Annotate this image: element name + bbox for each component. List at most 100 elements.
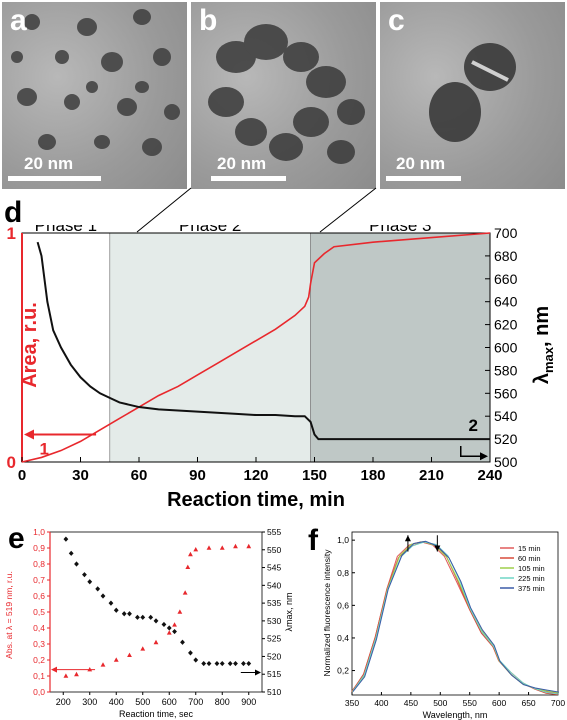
- lambda-point: [233, 660, 238, 667]
- chart-f: 350 400 450 500 550 600 650 700 Wavelength, nm 0,…: [322, 531, 565, 720]
- y-left-tick-label: 1: [7, 225, 16, 243]
- y-right-tick-label: 620: [494, 317, 518, 333]
- lambda-arrow-head: [255, 669, 261, 676]
- x-tick-label: 450: [404, 698, 418, 708]
- x-tick-label: 500: [433, 698, 447, 708]
- lambda-point: [180, 639, 185, 645]
- x-tick-label: 90: [189, 467, 206, 484]
- abs-point: [166, 630, 172, 635]
- y-right-tick-label: 580: [494, 362, 518, 378]
- x-tick-label: 800: [215, 697, 230, 707]
- y-tick-label: 0,2: [337, 666, 349, 676]
- y-right-tick-label: 560: [494, 385, 518, 401]
- legend-label: 15 min: [518, 544, 541, 553]
- y-left-tick-label: 0,4: [33, 623, 45, 633]
- y-right-tick-label: 680: [494, 248, 518, 264]
- area-arrow-head: [24, 429, 34, 440]
- lambda-point: [121, 611, 127, 617]
- panel-connectors: [136, 187, 377, 233]
- panel-label-b: b: [199, 4, 218, 37]
- tem-particles-a: [8, 9, 180, 181]
- lambda-point: [166, 625, 172, 631]
- x-tick-label: 600: [162, 697, 177, 707]
- y-tick-label: 0,6: [337, 600, 349, 610]
- connector-b-left: [136, 187, 192, 233]
- x-tick-label: 60: [131, 467, 148, 484]
- abs-point: [182, 590, 188, 595]
- arrow-head: [434, 545, 441, 552]
- lambda-point: [135, 614, 140, 620]
- tem-particles-c: [386, 43, 516, 181]
- lambda-point: [68, 550, 74, 556]
- y-left-tick-label: 0,8: [33, 559, 45, 569]
- phase-region: [109, 232, 312, 463]
- scale-bar-label-a: 20 nm: [24, 154, 74, 173]
- y-left-tick-label: 0,6: [33, 591, 45, 601]
- scale-bar-label-c: 20 nm: [396, 154, 446, 173]
- y-axis-label: Normalized fluorescence intensity: [322, 549, 332, 677]
- abs-point: [127, 652, 132, 657]
- lambda-point: [148, 614, 154, 620]
- abs-point: [188, 551, 193, 557]
- abs-point: [233, 543, 238, 549]
- lambda-point: [188, 650, 193, 656]
- y-right-tick-label: 700: [494, 225, 518, 241]
- area-curve-marker: 1: [40, 440, 49, 459]
- lambda-point: [214, 660, 220, 667]
- y-tick-label: 0,4: [337, 633, 349, 643]
- panel-label-d: d: [4, 196, 23, 229]
- connector-b-right: [319, 187, 377, 233]
- y-left-tick-label: 0,0: [33, 687, 45, 697]
- abs-point: [153, 639, 159, 645]
- lambda-point: [153, 618, 159, 624]
- lambda-point: [246, 660, 252, 667]
- y-right-tick-label: 500: [494, 454, 518, 470]
- tem-particles-b: [208, 24, 365, 181]
- lambda-point: [82, 572, 87, 578]
- x-axis-label: Wavelength, nm: [423, 710, 488, 720]
- chart-e: 200 300 400 500 600 700 800 900 Reaction time, s…: [4, 527, 294, 719]
- x-tick-label: 650: [521, 698, 535, 708]
- lambda-point: [219, 660, 225, 667]
- y-right-tick-label: 515: [267, 669, 281, 679]
- x-tick-label: 300: [82, 697, 97, 707]
- y-right-tick-label: 660: [494, 271, 518, 287]
- y-tick-label: 0,8: [337, 568, 349, 578]
- y-right-tick-label: 555: [267, 527, 281, 537]
- y-right-tick-label: 550: [267, 545, 281, 555]
- abs-point: [100, 662, 106, 667]
- x-tick-label: 240: [477, 467, 502, 484]
- tem-image-c: c 20 nm: [380, 2, 565, 189]
- plot-frame: [49, 531, 263, 693]
- area-curve: [21, 232, 491, 463]
- x-tick-label: 500: [135, 697, 150, 707]
- y-left-axis-label: Abs. at λ = 519 nm, r.u.: [4, 571, 14, 659]
- lambda-point: [241, 660, 246, 667]
- y-right-tick-label: 600: [494, 340, 518, 356]
- y-right-tick-label: 535: [267, 598, 281, 608]
- lambda-point: [63, 536, 69, 542]
- abs-point: [74, 671, 79, 677]
- y-left-tick-label: 0,5: [33, 607, 45, 617]
- panel-label-a: a: [10, 4, 27, 37]
- lambda-arrow-head: [480, 452, 488, 461]
- lambda-point: [193, 657, 199, 663]
- x-tick-label: 350: [345, 698, 359, 708]
- y-left-tick-label: 0,1: [33, 671, 45, 681]
- legend-label: 225 min: [518, 574, 545, 583]
- y-right-tick-label: 520: [494, 431, 518, 447]
- x-tick-label: 550: [463, 698, 477, 708]
- x-tick-label: 210: [419, 467, 444, 484]
- y-right-axis-label: λmax, nm: [284, 592, 294, 631]
- lambda-point: [108, 600, 114, 606]
- abs-arrow-head: [51, 666, 57, 673]
- lambda-point: [127, 611, 132, 617]
- y-right-tick-label: 540: [267, 580, 281, 590]
- x-tick-label: 30: [72, 467, 89, 484]
- panel-label-c: c: [388, 4, 405, 37]
- arrow-head: [404, 535, 411, 542]
- spectrum-line: [352, 540, 559, 693]
- legend-label: 105 min: [518, 564, 545, 573]
- x-tick-label: 120: [243, 467, 268, 484]
- abs-point: [246, 543, 252, 549]
